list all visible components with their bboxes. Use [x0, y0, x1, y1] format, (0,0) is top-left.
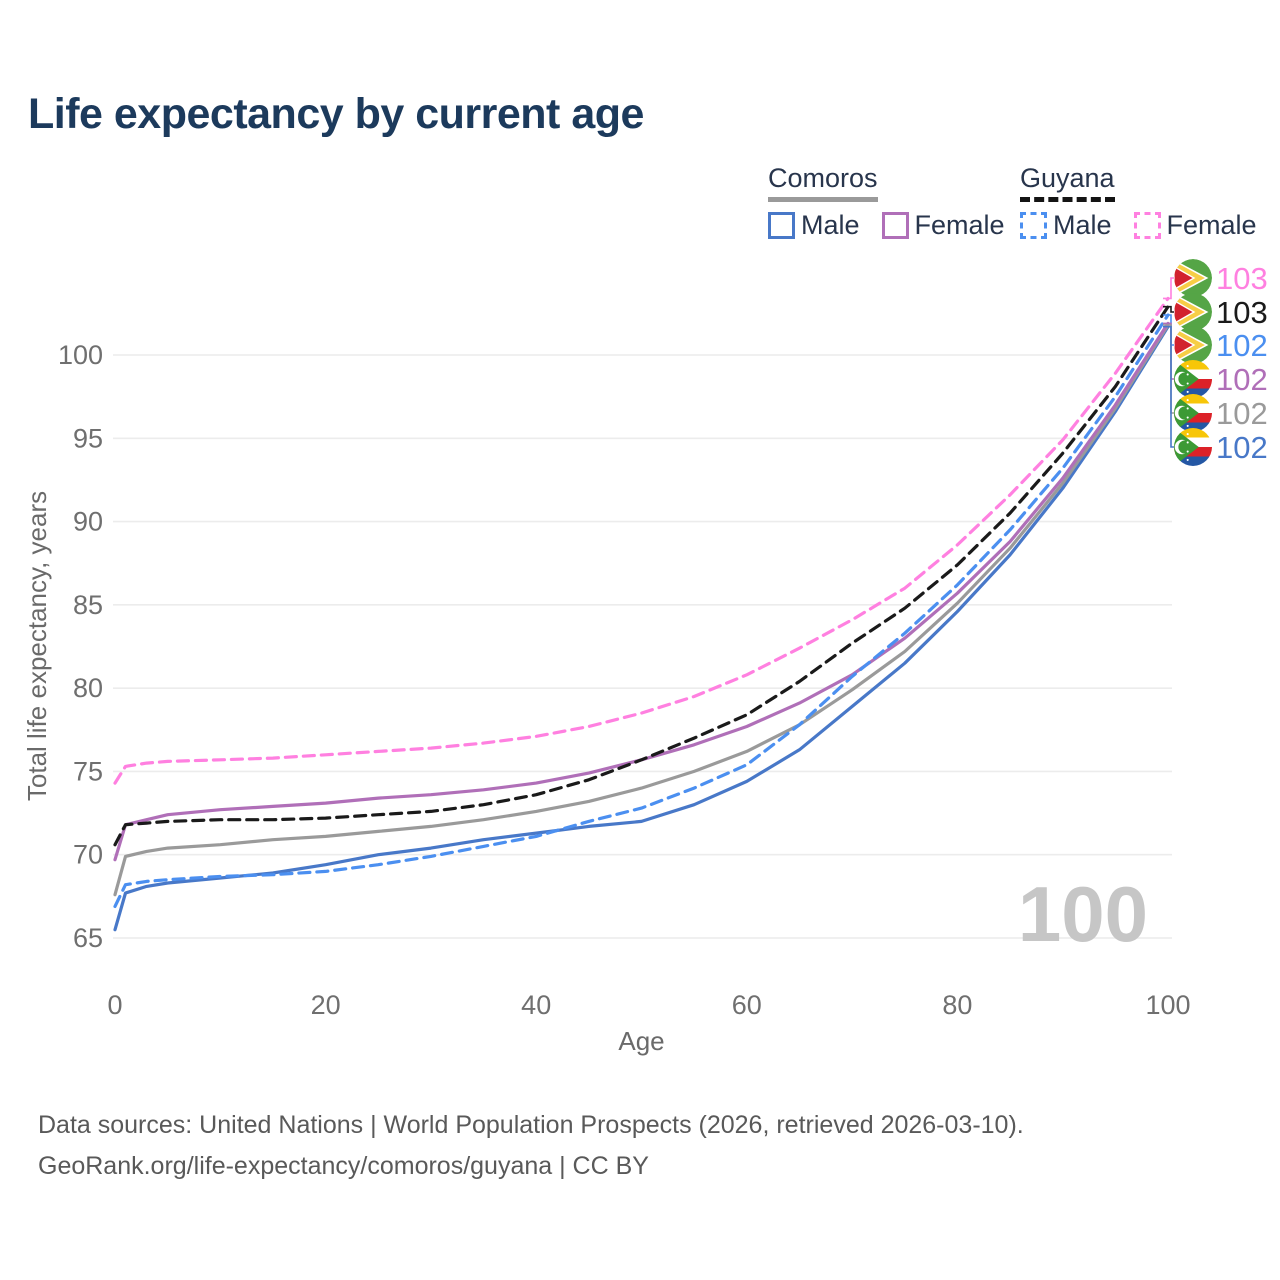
- x-tick-label: 80: [942, 990, 972, 1020]
- footer: Data sources: United Nations | World Pop…: [38, 1105, 1024, 1187]
- series-line-comoros-male[interactable]: [113, 325, 1170, 932]
- footer-sources: Data sources: United Nations | World Pop…: [38, 1111, 1024, 1139]
- guyana-male-swatch-icon: [1020, 212, 1047, 239]
- series-line-guyana-male[interactable]: [113, 313, 1170, 909]
- series-line-comoros-total[interactable]: [113, 323, 1170, 897]
- comoros-female-swatch-icon: [881, 212, 909, 239]
- x-tick-label: 20: [311, 990, 341, 1020]
- y-tick-label: 100: [58, 340, 103, 370]
- y-axis-title: Total life expectancy, years: [22, 491, 52, 801]
- series-line-guyana-total[interactable]: [113, 305, 1170, 847]
- series-line-comoros-female[interactable]: [113, 321, 1170, 862]
- guyana-flag-icon: [1174, 293, 1212, 331]
- y-tick-label: 95: [73, 423, 103, 453]
- end-label-connector: [1163, 277, 1174, 300]
- end-value-label-comoros-total: 102: [1216, 396, 1268, 431]
- x-tick-label: 100: [1145, 990, 1190, 1020]
- legend-item-label: Female: [1166, 210, 1257, 240]
- x-axis-title: Age: [618, 1026, 664, 1056]
- y-tick-label: 80: [73, 673, 103, 703]
- end-value-label-guyana-male: 102: [1216, 328, 1268, 363]
- legend-item-label: Male: [801, 210, 860, 240]
- page-title: Life expectancy by current age: [28, 90, 644, 138]
- age-watermark: 100: [1018, 870, 1148, 958]
- end-value-label-comoros-male: 102: [1216, 430, 1268, 465]
- legend-item-guyana-male[interactable]: Male: [1020, 210, 1112, 241]
- x-tick-label: 60: [732, 990, 762, 1020]
- legend-group-comoros: Comoros Male Female: [768, 163, 1005, 241]
- footer-url: GeoRank.org/life-expectancy/comoros/guya…: [38, 1152, 649, 1180]
- series-line-guyana-female[interactable]: [113, 296, 1170, 785]
- legend-item-comoros-female[interactable]: Female: [881, 210, 1005, 241]
- comoros-flag-icon: [1174, 394, 1212, 432]
- end-label-connector: [1163, 305, 1174, 313]
- guyana-flag-icon: [1174, 326, 1212, 364]
- legend-item-comoros-male[interactable]: Male: [768, 210, 860, 241]
- legend-group-guyana: Guyana Male Female: [1020, 163, 1257, 241]
- legend-country-comoros[interactable]: Comoros: [768, 163, 878, 202]
- legend-item-guyana-female[interactable]: Female: [1133, 210, 1257, 241]
- y-tick-label: 85: [73, 590, 103, 620]
- legend-country-guyana[interactable]: Guyana: [1020, 163, 1115, 202]
- x-tick-label: 40: [521, 990, 551, 1020]
- end-value-label-guyana-female: 103: [1216, 261, 1268, 296]
- end-value-label-guyana-total: 103: [1216, 295, 1268, 330]
- end-value-label-comoros-female: 102: [1216, 362, 1268, 397]
- x-tick-label: 0: [107, 990, 122, 1020]
- comoros-flag-icon: [1174, 428, 1212, 466]
- chart-canvas[interactable]: 65 70 75 80 85 90 95 100 0 20 40 60 80 100 Age Total li…: [0, 240, 1280, 1080]
- end-label-connector: [1163, 325, 1174, 448]
- guyana-flag-icon: [1174, 259, 1212, 297]
- y-tick-label: 70: [73, 840, 103, 870]
- legend-item-label: Female: [914, 210, 1005, 240]
- guyana-female-swatch-icon: [1133, 212, 1161, 239]
- y-tick-label: 65: [73, 923, 103, 953]
- comoros-male-swatch-icon: [768, 212, 795, 239]
- y-tick-label: 90: [73, 507, 103, 537]
- comoros-flag-icon: [1174, 360, 1212, 398]
- end-label-connector: [1163, 324, 1174, 414]
- y-tick-label: 75: [73, 756, 103, 786]
- legend-item-label: Male: [1053, 210, 1112, 240]
